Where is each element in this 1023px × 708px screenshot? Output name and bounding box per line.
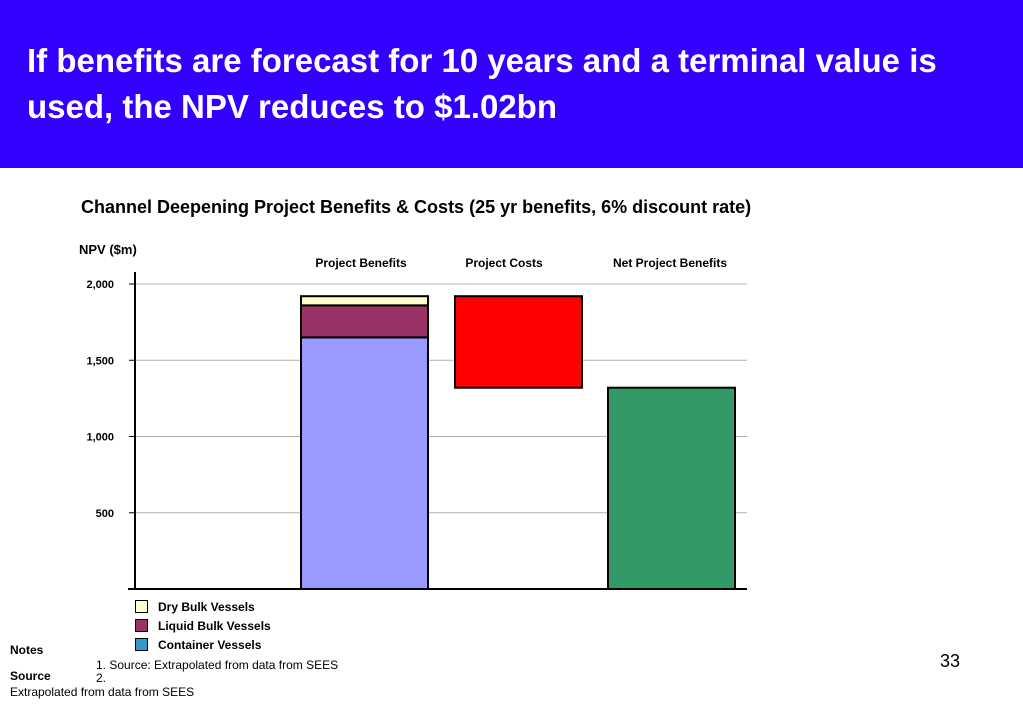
chart-legend: Dry Bulk Vessels Liquid Bulk Vessels Con… bbox=[135, 597, 271, 654]
legend-label-container: Container Vessels bbox=[158, 637, 262, 652]
source-text: Extrapolated from data from SEES bbox=[10, 685, 195, 699]
category-label-project-benefits: Project Benefits bbox=[315, 256, 407, 270]
category-label-net-project-benefits: Net Project Benefits bbox=[612, 256, 728, 270]
legend-swatch-liquid-bulk bbox=[135, 619, 148, 632]
bar-segment-project-costs bbox=[454, 295, 583, 389]
bar-segment-liquid-bulk-vessels bbox=[300, 304, 429, 339]
bar-segment-dry-bulk-vessels bbox=[300, 295, 429, 307]
note-item-2: 2. bbox=[96, 671, 107, 685]
source-heading: Source bbox=[10, 669, 51, 683]
page-number: 33 bbox=[940, 651, 961, 671]
y-tick-label: 500 bbox=[96, 508, 114, 520]
bar-segment-net-project-benefits bbox=[607, 386, 736, 591]
notes-list: 1. Source: Extrapolated from data from S… bbox=[96, 659, 338, 685]
note-item-1: 1. Source: Extrapolated from data from S… bbox=[96, 658, 339, 672]
y-tick-label: 1,000 bbox=[86, 432, 114, 444]
bar-segment-container-vessels bbox=[300, 336, 429, 590]
legend-item-dry-bulk: Dry Bulk Vessels bbox=[135, 597, 271, 616]
slide-title: If benefits are forecast for 10 years an… bbox=[27, 42, 937, 125]
y-tick-label: 2,000 bbox=[86, 279, 114, 291]
title-banner: If benefits are forecast for 10 years an… bbox=[0, 0, 1023, 168]
legend-item-liquid-bulk: Liquid Bulk Vessels bbox=[135, 616, 271, 635]
y-axis-label: NPV ($m) bbox=[79, 242, 137, 257]
category-label-project-costs: Project Costs bbox=[465, 256, 543, 270]
y-tick-label: 1,500 bbox=[86, 355, 114, 367]
notes-heading: Notes bbox=[10, 643, 44, 657]
legend-item-container: Container Vessels bbox=[135, 635, 271, 654]
legend-label-dry-bulk: Dry Bulk Vessels bbox=[158, 599, 255, 614]
legend-swatch-container bbox=[135, 638, 148, 651]
legend-swatch-dry-bulk bbox=[135, 600, 148, 613]
legend-label-liquid-bulk: Liquid Bulk Vessels bbox=[158, 618, 271, 633]
chart-title: Channel Deepening Project Benefits & Cos… bbox=[81, 197, 752, 217]
